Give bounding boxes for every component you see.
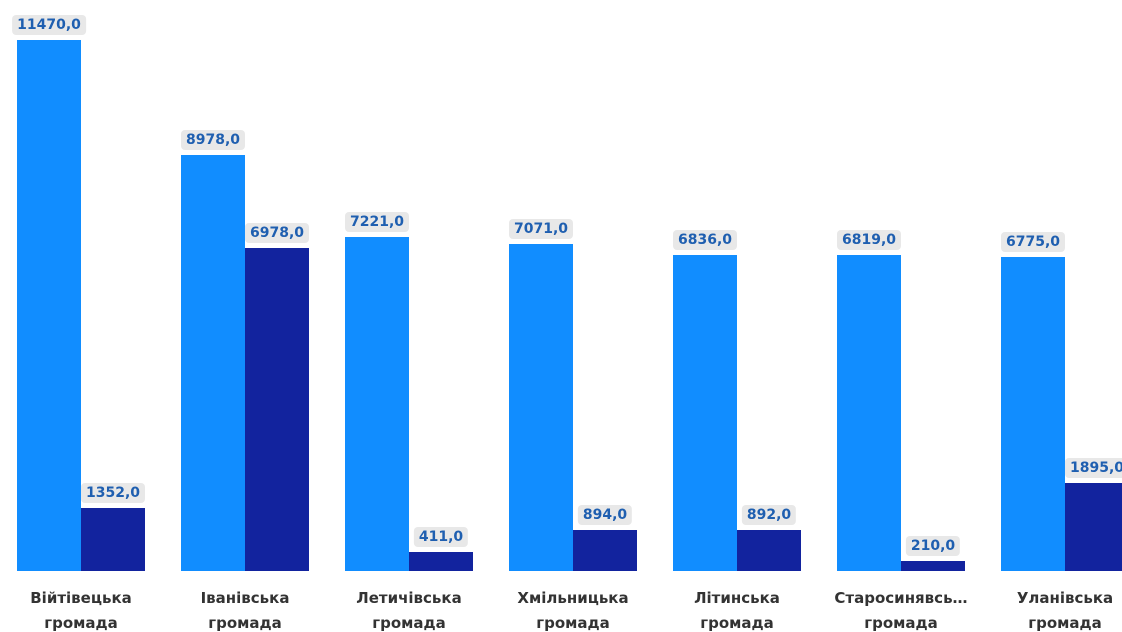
bar [901, 561, 965, 571]
value-label: 6819,0 [836, 230, 902, 251]
bar [737, 529, 801, 571]
bar [17, 40, 81, 571]
bar [573, 529, 637, 571]
bar [81, 508, 145, 571]
value-label: 411,0 [413, 526, 469, 547]
value-label: 210,0 [905, 536, 961, 557]
value-label: 7071,0 [508, 218, 574, 239]
value-label: 8978,0 [180, 130, 246, 151]
value-label: 6775,0 [1000, 232, 1066, 253]
bar [181, 155, 245, 571]
bar [1065, 483, 1122, 571]
category-label: Війтівецька громада [30, 589, 132, 632]
category-label: Летичівська громада [356, 589, 462, 632]
value-label: 7221,0 [344, 211, 410, 232]
bar [409, 551, 473, 571]
category-label: Старосинявсь… громада [834, 589, 968, 632]
category-label: Літинська громада [694, 589, 780, 632]
category-label: Іванівська громада [200, 589, 290, 632]
bar [245, 247, 309, 571]
value-label: 1352,0 [80, 483, 146, 504]
category-label: Хмільницька громада [517, 589, 629, 632]
bar [673, 254, 737, 571]
bar [837, 255, 901, 571]
value-label: 6836,0 [672, 229, 738, 250]
bar [509, 243, 573, 571]
bar [345, 236, 409, 571]
value-label: 892,0 [741, 504, 797, 525]
category-label: Уланівська громада [1016, 589, 1114, 632]
value-label: 11470,0 [12, 15, 86, 35]
value-label: 6978,0 [244, 222, 310, 243]
value-label: 894,0 [577, 504, 633, 525]
value-label: 1895,0 [1064, 458, 1122, 479]
bar [1001, 257, 1065, 571]
